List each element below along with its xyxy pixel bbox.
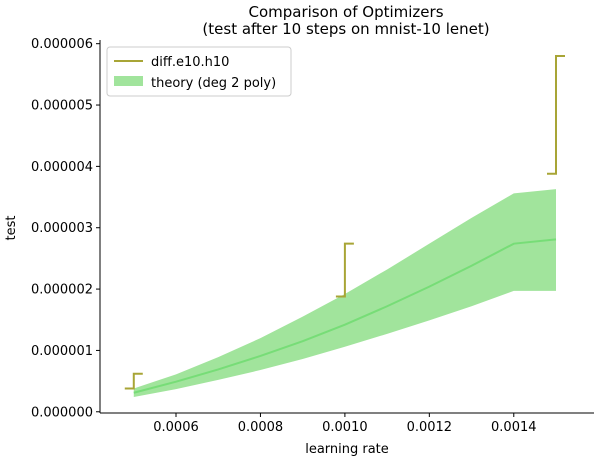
- x-tick-label: 0.0010: [322, 420, 368, 435]
- legend-label-theory: theory (deg 2 poly): [151, 76, 276, 91]
- legend-frame: [106, 46, 292, 97]
- x-tick-label: 0.0006: [153, 420, 199, 435]
- legend: diff.e10.h10 theory (deg 2 poly): [106, 46, 292, 97]
- y-tick-label: 0.000004: [31, 160, 93, 175]
- x-axis-label: learning rate: [305, 442, 389, 457]
- y-ticks: 0.000000 0.000001 0.000002 0.000003 0.000004…: [31, 37, 100, 420]
- y-tick-label: 0.000005: [31, 99, 93, 114]
- diff-bracket-1: [335, 242, 354, 298]
- x-tick-label: 0.0008: [238, 420, 284, 435]
- x-tick-label: 0.0014: [491, 420, 537, 435]
- y-tick-label: 0.000006: [31, 37, 93, 52]
- y-axis-label: test: [4, 216, 19, 241]
- y-tick-label: 0.000002: [31, 283, 93, 298]
- plot-area: [124, 54, 565, 398]
- diff-bracket-2: [547, 54, 565, 175]
- diff-bracket-0: [124, 372, 143, 390]
- y-tick-label: 0.000001: [31, 344, 93, 359]
- legend-label-diff: diff.e10.h10: [151, 55, 229, 70]
- x-ticks: 0.0006 0.0008 0.0010 0.0012 0.0014: [153, 413, 537, 435]
- legend-swatch-theory: [114, 76, 143, 86]
- x-tick-label: 0.0012: [407, 420, 453, 435]
- theory-band: [133, 189, 556, 398]
- chart-title: Comparison of Optimizers: [248, 3, 443, 21]
- chart-subtitle: (test after 10 steps on mnist-10 lenet): [202, 20, 489, 38]
- y-tick-label: 0.000000: [31, 405, 93, 420]
- theory-mean-line: [133, 238, 557, 394]
- y-tick-label: 0.000003: [31, 221, 93, 236]
